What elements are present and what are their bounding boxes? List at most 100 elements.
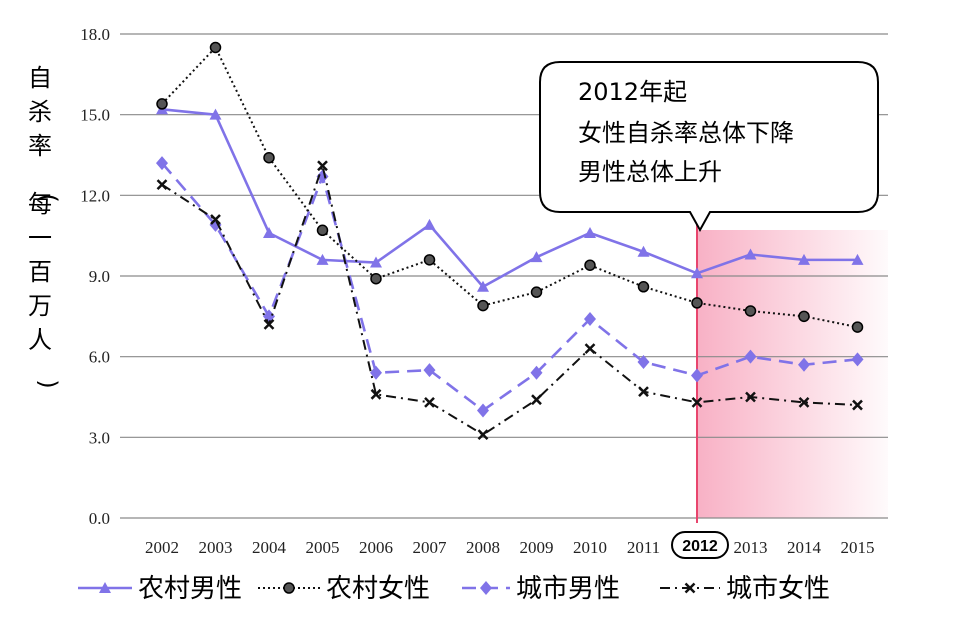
data-point [477, 403, 489, 418]
highlight-year-badge: 2012 [671, 531, 729, 559]
legend-item: 农村男性 [78, 574, 242, 604]
callout-line-3: 男性总体上升 [578, 158, 722, 186]
x-tick-label: 2008 [466, 538, 500, 557]
x-tick-label: 2004 [252, 538, 287, 557]
y-tick-label: 0.0 [89, 509, 110, 528]
y-tick-label: 6.0 [89, 348, 110, 367]
y-tick-label: 12.0 [80, 186, 110, 205]
data-point [531, 394, 542, 406]
gridlines [120, 33, 888, 519]
x-tick-label: 2011 [627, 538, 660, 557]
data-point [370, 272, 382, 285]
x-tick-label: 2007 [413, 538, 448, 557]
data-point [530, 365, 543, 380]
callout: 2012年起 女性自杀率总体下降 男性总体上升 [539, 61, 879, 233]
data-point [156, 98, 168, 110]
legend-label: 城市女性 [726, 574, 830, 604]
data-point [584, 312, 596, 327]
data-point [477, 299, 489, 312]
y-axis-label-char: 率 [28, 132, 52, 160]
data-point [798, 253, 810, 265]
data-point [744, 248, 757, 260]
data-point [477, 280, 489, 292]
y-axis-label-char: 百 [28, 258, 52, 286]
data-point [263, 319, 275, 330]
data-point [480, 581, 492, 595]
x-tick-label: 2009 [520, 538, 554, 557]
y-tick-label: 15.0 [80, 106, 110, 125]
data-point [691, 368, 703, 383]
y-axis-label-char: ) [34, 379, 62, 388]
x-tick-label: 2015 [841, 538, 875, 557]
data-point [263, 151, 275, 164]
data-point [423, 218, 436, 230]
data-point [316, 253, 329, 265]
highlight-region [697, 230, 888, 518]
data-point [851, 321, 864, 333]
x-tick-labels: 2002 2003 2004 2005 2006 2007 2008 2009 2010 2011… [145, 538, 875, 557]
data-point [263, 226, 275, 238]
data-point [209, 41, 222, 54]
y-axis-label-char: 万 [28, 292, 52, 320]
data-point [691, 267, 703, 279]
data-point [99, 582, 111, 593]
data-point [317, 160, 328, 172]
data-point [423, 254, 436, 266]
y-axis-label-char: 自 [28, 64, 52, 92]
data-point [691, 297, 703, 309]
series-line [161, 162, 858, 412]
data-point [584, 226, 596, 238]
legend-item: 城市男性 [462, 574, 620, 604]
series-2 [156, 41, 864, 333]
data-point [424, 396, 435, 408]
data-point [209, 108, 222, 120]
legend-label: 农村男性 [138, 574, 242, 604]
series-line [161, 107, 858, 289]
data-point [423, 363, 436, 378]
y-tick-labels: 0.0 3.0 6.0 9.0 12.0 15.0 18.0 [80, 25, 110, 528]
y-tick-label: 9.0 [89, 267, 110, 286]
data-point [851, 352, 864, 367]
data-point [798, 396, 810, 408]
data-point [530, 286, 543, 298]
series-lines [156, 41, 864, 441]
data-point [691, 396, 703, 408]
data-point [851, 253, 864, 265]
data-point [477, 429, 489, 441]
x-tick-label: 2010 [573, 538, 607, 557]
legend-label: 城市男性 [516, 574, 620, 604]
y-axis-label-char: 人 [28, 326, 52, 354]
series-line [161, 46, 858, 329]
x-tick-label: 2002 [145, 538, 179, 557]
y-tick-label: 18.0 [80, 25, 110, 44]
legend-item: 城市女性 [660, 574, 830, 604]
data-point [798, 357, 810, 372]
data-point [852, 399, 863, 411]
data-point [684, 582, 696, 594]
y-axis-label-char: ( [34, 193, 62, 202]
data-point [156, 156, 168, 171]
y-axis-label-char: 每 [28, 190, 52, 218]
highlight-year-label: 2012 [682, 538, 718, 555]
data-point [370, 256, 382, 268]
x-tick-label: 2003 [199, 538, 233, 557]
x-tick-label: 2006 [359, 538, 393, 557]
data-point [530, 251, 543, 263]
series-line [161, 164, 858, 436]
y-axis-label-char: 一 [28, 224, 52, 252]
data-point [210, 214, 221, 225]
data-point [745, 391, 756, 403]
x-tick-label: 2013 [734, 538, 768, 557]
data-point [798, 310, 810, 323]
series-1 [156, 103, 864, 292]
data-point [316, 224, 329, 237]
x-tick-label: 2005 [306, 538, 340, 557]
data-point [637, 245, 650, 257]
data-point [584, 259, 596, 271]
legend-label: 农村女性 [326, 574, 430, 604]
data-point [744, 349, 757, 364]
data-point [156, 179, 168, 190]
data-point [316, 169, 329, 184]
